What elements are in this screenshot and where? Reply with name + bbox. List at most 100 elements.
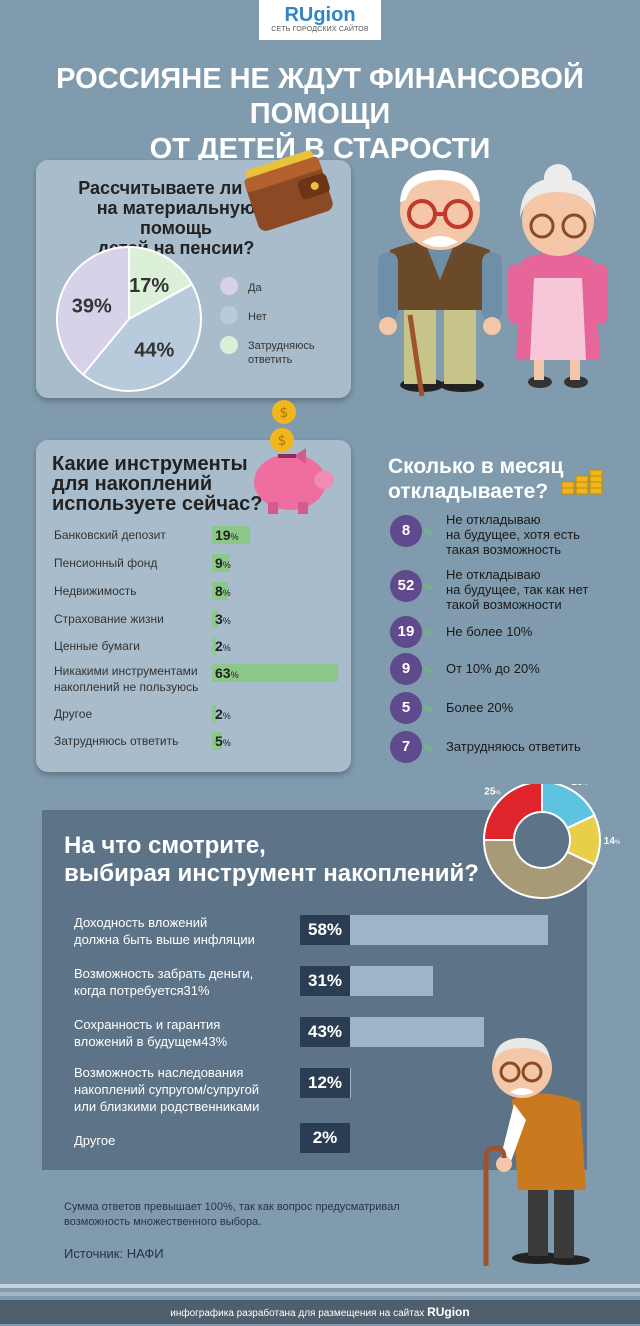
instrument-bar bbox=[212, 637, 216, 655]
criteria-label: Сохранность и гарантия вложений в будущем… bbox=[74, 1016, 227, 1050]
legend-swatch-no bbox=[220, 306, 238, 324]
instrument-bar bbox=[212, 664, 338, 682]
criteria-label-line: когда потребуется31% bbox=[74, 983, 210, 998]
savings-label-line: От 10% до 20% bbox=[446, 661, 540, 676]
criteria-label-line: должна быть выше инфляции bbox=[74, 932, 255, 947]
instrument-label: Ценные бумаги bbox=[54, 638, 140, 654]
instrument-value-pct: % bbox=[230, 532, 239, 542]
criteria-question-line: выбирая инструмент накоплений? bbox=[64, 860, 479, 887]
pie-slice bbox=[128, 245, 194, 321]
criteria-value: 2% bbox=[300, 1123, 350, 1153]
savings-label-line: Более 20% bbox=[446, 700, 514, 715]
donut-slice-label: 14% bbox=[604, 836, 621, 847]
donut-slice-label: 25% bbox=[484, 787, 501, 798]
savings-label: Затрудняюсь ответить bbox=[446, 739, 581, 754]
legend-swatch-yes bbox=[220, 277, 238, 295]
svg-text:$: $ bbox=[280, 405, 289, 421]
instrument-label-line: Банковский депозит bbox=[54, 528, 166, 542]
savings-value-circle: 5 bbox=[390, 692, 422, 724]
page-title: РОССИЯНЕ НЕ ЖДУТ ФИНАНСОВОЙ ПОМОЩИ ОТ ДЕ… bbox=[20, 62, 620, 167]
instrument-value-number: 19 bbox=[215, 527, 231, 543]
criteria-label: Другое bbox=[74, 1132, 115, 1149]
legend-label-unsure-line: ответить bbox=[248, 354, 293, 366]
savings-value-circle: 52 bbox=[390, 570, 422, 602]
footer-stripe bbox=[0, 1292, 640, 1296]
footer-brand: RUgion bbox=[427, 1305, 470, 1319]
logo-name: RUgion bbox=[284, 4, 356, 26]
savings-value-circle: 7 bbox=[390, 731, 422, 763]
instrument-value: 2% bbox=[215, 637, 231, 657]
pie-slice bbox=[81, 282, 202, 392]
instrument-bar bbox=[212, 582, 228, 600]
instruments-question: Какие инструменты для накоплений использ… bbox=[52, 454, 272, 514]
pension-help-question-line: Рассчитываете ли вы bbox=[78, 178, 274, 198]
instrument-value-pct: % bbox=[230, 670, 239, 680]
savings-value-pct: % bbox=[424, 582, 433, 592]
savings-value-circle: 19 bbox=[390, 616, 422, 648]
criteria-label-line: Возможность забрать деньги, bbox=[74, 966, 254, 981]
savings-label-line: на будущее, так как нет bbox=[446, 582, 589, 597]
savings-label-line: Не откладываю bbox=[446, 567, 541, 582]
savings-question: Сколько в месяц откладываете? bbox=[388, 454, 563, 504]
savings-value-pct: % bbox=[424, 628, 433, 638]
criteria-value: 58% bbox=[300, 915, 350, 945]
old-man-illustration bbox=[483, 1038, 590, 1266]
wallet-icon bbox=[244, 150, 333, 231]
criteria-label-line: Доходность вложений bbox=[74, 915, 208, 930]
piggy-bank-icon: $ $ bbox=[254, 400, 334, 514]
footer: инфографика разработана для размещения н… bbox=[0, 1300, 640, 1324]
criteria-value: 43% bbox=[300, 1017, 350, 1047]
legend-swatch-unsure bbox=[220, 336, 238, 354]
footnote-line: возможность множественного выбора. bbox=[64, 1216, 262, 1228]
instrument-value-pct: % bbox=[222, 711, 231, 721]
instrument-value: 8% bbox=[215, 582, 231, 602]
instrument-label-line: Недвижимость bbox=[54, 584, 137, 598]
instrument-value-number: 8 bbox=[215, 583, 223, 599]
pie-slice-label: 39% bbox=[72, 296, 112, 318]
legend-label-no: Нет bbox=[248, 311, 267, 323]
instruments-question-line: используете сейчас? bbox=[52, 493, 263, 515]
criteria-label-line: Возможность наследования bbox=[74, 1065, 244, 1080]
instrument-value: 5% bbox=[215, 732, 231, 752]
donut-slice bbox=[482, 839, 596, 899]
criteria-label-line: накоплений супругом/супругой bbox=[74, 1082, 260, 1097]
instrument-value-number: 63 bbox=[215, 665, 231, 681]
page-title-line-2: ОТ ДЕТЕЙ В СТАРОСТИ bbox=[149, 133, 491, 165]
instrument-label: Банковский депозит bbox=[54, 527, 166, 543]
criteria-label-line: Другое bbox=[74, 1133, 116, 1148]
criteria-label: Возможность наследования накоплений супру… bbox=[74, 1064, 259, 1115]
instrument-label-line: Ценные бумаги bbox=[54, 639, 140, 653]
savings-label-line: Не более 10% bbox=[446, 624, 533, 639]
page-title-line-1: РОССИЯНЕ НЕ ЖДУТ ФИНАНСОВОЙ ПОМОЩИ bbox=[56, 63, 584, 130]
legend-label-unsure-line: Затрудняюсь bbox=[248, 340, 315, 352]
instrument-label-line: Никакими инструментами bbox=[54, 664, 198, 678]
instrument-label: Никакими инструментами накоплений не поль… bbox=[54, 663, 198, 695]
criteria-label: Доходность вложений должна быть выше инфл… bbox=[74, 914, 255, 948]
instrument-label: Страхование жизни bbox=[54, 611, 164, 627]
instrument-bar bbox=[212, 610, 218, 628]
logo: RUgion СЕТЬ ГОРОДСКИХ САЙТОВ bbox=[259, 0, 381, 40]
donut-slice-label: 18% bbox=[571, 784, 588, 788]
instrument-value-number: 3 bbox=[215, 611, 223, 627]
footer-stripe bbox=[0, 1284, 640, 1288]
instrument-bar bbox=[212, 732, 222, 750]
savings-value-circle: 8 bbox=[390, 515, 422, 547]
pie-slice-label: 44% bbox=[134, 340, 174, 362]
savings-question-line: откладываете? bbox=[388, 480, 549, 503]
instrument-value-number: 9 bbox=[215, 555, 223, 571]
instrument-label: Другое bbox=[54, 706, 92, 722]
instrument-label: Затрудняюсь ответить bbox=[54, 733, 178, 749]
pie-slice bbox=[56, 245, 130, 376]
savings-label: Не откладываю на будущее, хотя есть такая … bbox=[446, 512, 580, 557]
savings-label: Не более 10% bbox=[446, 624, 532, 639]
footnote-line: Сумма ответов превышает 100%, так как во… bbox=[64, 1201, 400, 1213]
savings-label: Не откладываю на будущее, так как нет тако… bbox=[446, 567, 588, 612]
grandparents-illustration bbox=[378, 164, 608, 396]
instrument-bar bbox=[212, 705, 216, 723]
donut-slice bbox=[482, 784, 543, 841]
instrument-bar bbox=[212, 526, 250, 544]
instrument-value: 9% bbox=[215, 554, 231, 574]
savings-question-line: Сколько в месяц bbox=[388, 455, 564, 478]
coin-stack-icon bbox=[561, 469, 603, 495]
instrument-label-line: Другое bbox=[54, 707, 93, 721]
